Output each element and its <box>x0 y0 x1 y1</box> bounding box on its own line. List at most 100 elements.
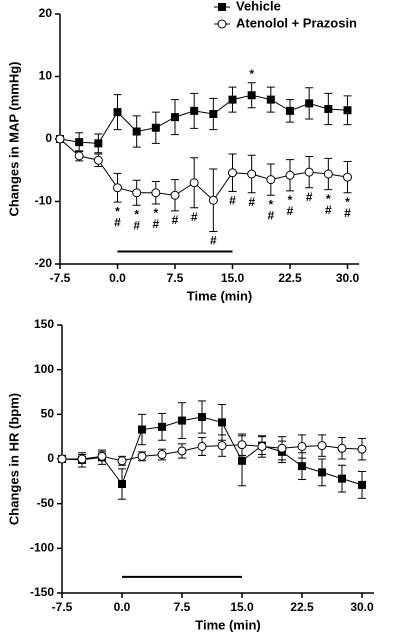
marker <box>117 456 127 466</box>
marker <box>277 443 287 453</box>
marker <box>158 422 166 431</box>
x-tick-label: -7.5 <box>50 271 71 285</box>
significance-label: # <box>210 234 217 248</box>
significance-label: # <box>248 195 255 209</box>
marker <box>304 167 314 177</box>
marker <box>209 110 218 118</box>
marker <box>157 450 167 460</box>
marker <box>55 134 65 144</box>
marker <box>358 480 366 489</box>
significance-label: * <box>134 207 139 221</box>
marker <box>94 139 103 148</box>
significance-label: # <box>152 217 159 231</box>
x-tick-label: 7.5 <box>174 600 191 614</box>
marker <box>337 443 347 453</box>
marker <box>197 441 207 451</box>
marker <box>343 172 352 182</box>
significance-label: # <box>114 215 121 229</box>
significance-label: * <box>326 192 331 206</box>
marker <box>228 168 237 178</box>
x-tick-label: 22.5 <box>290 600 314 614</box>
marker <box>57 454 67 464</box>
significance-label: * <box>268 197 273 211</box>
marker <box>170 190 180 200</box>
marker <box>137 451 147 461</box>
legend-marker <box>218 3 226 11</box>
significance-label: * <box>288 193 293 207</box>
marker <box>118 480 126 489</box>
y-tick-label: 100 <box>34 362 54 376</box>
significance-label: # <box>325 203 332 217</box>
marker <box>298 462 306 471</box>
marker <box>138 425 146 434</box>
y-axis-label: Changes in HR (bpm) <box>6 393 21 525</box>
marker <box>74 151 84 161</box>
y-axis-label: Changes in MAP (mmHg) <box>6 61 21 216</box>
marker <box>171 113 179 122</box>
significance-label: * <box>153 206 158 220</box>
series-line <box>59 138 348 202</box>
marker <box>247 91 256 100</box>
marker <box>228 95 237 104</box>
marker <box>343 106 352 115</box>
marker <box>132 188 142 198</box>
y-tick-label: -150 <box>30 585 54 599</box>
legend-label: Vehicle <box>236 0 281 13</box>
marker <box>178 416 186 425</box>
y-tick-label: -50 <box>37 496 55 510</box>
y-tick-label: -20 <box>35 256 53 270</box>
marker <box>177 446 187 456</box>
marker <box>97 451 107 461</box>
marker <box>257 441 267 451</box>
significance-label: # <box>306 190 313 204</box>
marker <box>75 138 84 147</box>
significance-label: # <box>172 213 179 227</box>
y-tick-label: 0 <box>45 131 52 145</box>
y-tick-label: -100 <box>30 541 54 555</box>
x-tick-label: 0.0 <box>109 271 126 285</box>
y-tick-label: 50 <box>41 407 55 421</box>
significance-label: * <box>249 67 254 81</box>
marker <box>208 195 218 205</box>
marker <box>151 123 160 132</box>
series-line <box>59 94 348 144</box>
significance-label: # <box>344 206 351 220</box>
x-axis-label: Time (min) <box>187 288 253 303</box>
marker <box>338 474 346 483</box>
marker <box>323 169 333 179</box>
marker <box>132 127 141 136</box>
x-tick-label: 30.0 <box>350 600 374 614</box>
marker <box>266 95 275 104</box>
marker <box>189 178 199 188</box>
marker <box>237 440 247 450</box>
marker <box>318 468 326 477</box>
y-tick-label: -10 <box>35 194 53 208</box>
legend-label: Atenolol + Prazosin <box>236 15 357 30</box>
marker <box>357 444 367 454</box>
marker <box>151 188 161 198</box>
significance-label: # <box>229 194 236 208</box>
marker <box>77 454 87 464</box>
x-tick-label: 30.0 <box>336 271 360 285</box>
marker <box>285 170 295 180</box>
marker <box>113 183 122 193</box>
legend-marker <box>217 19 227 29</box>
marker <box>297 441 307 451</box>
x-axis-label: Time (min) <box>195 617 261 632</box>
y-tick-label: 150 <box>34 317 54 331</box>
marker <box>238 456 246 465</box>
marker <box>324 105 333 113</box>
significance-label: # <box>267 208 274 222</box>
marker <box>305 99 314 108</box>
x-tick-label: 0.0 <box>114 600 131 614</box>
marker <box>247 169 257 179</box>
marker <box>113 108 122 117</box>
marker <box>266 175 276 185</box>
x-tick-label: 7.5 <box>167 271 184 285</box>
significance-label: * <box>345 195 350 209</box>
x-tick-label: 15.0 <box>221 271 245 285</box>
x-tick-label: 15.0 <box>230 600 254 614</box>
series-line <box>62 444 363 462</box>
marker <box>190 106 199 115</box>
